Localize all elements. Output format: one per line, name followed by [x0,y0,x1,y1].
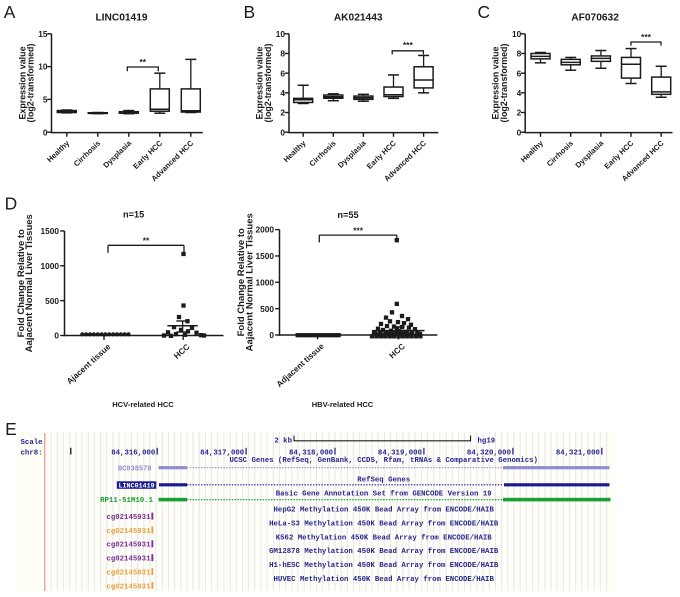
svg-text:BC038578: BC038578 [118,466,152,474]
svg-text:AK021443: AK021443 [334,13,383,24]
svg-text:6: 6 [280,68,285,78]
svg-text:1500: 1500 [256,251,275,261]
svg-text:cg02145931: cg02145931 [106,556,151,564]
svg-text:cg02145931: cg02145931 [106,542,151,550]
svg-text:chr8:: chr8: [21,449,43,457]
svg-text:E: E [5,419,17,439]
svg-text:HBV-related HCC: HBV-related HCC [312,400,374,409]
svg-text:***: *** [641,32,652,42]
svg-text:0: 0 [280,127,285,137]
svg-text:RP11-51M10.1: RP11-51M10.1 [100,497,153,505]
svg-text:cg02145931: cg02145931 [106,528,151,536]
svg-text:0: 0 [54,331,59,341]
svg-text:15: 15 [38,29,48,39]
svg-text:8: 8 [517,49,522,59]
svg-text:GM12878 Methylation 450K Bead: GM12878 Methylation 450K Bead Array from… [269,548,499,556]
svg-text:AF070632: AF070632 [571,13,619,24]
svg-text:LINC01419: LINC01419 [95,13,147,24]
svg-text:84,319,000: 84,319,000 [378,449,422,457]
svg-text:RefSeq Genes: RefSeq Genes [357,477,410,485]
svg-text:HeLa-S3 Methylation 450K Bead: HeLa-S3 Methylation 450K Bead Array from… [269,520,499,528]
svg-text:4: 4 [280,88,285,98]
svg-text:500: 500 [260,304,274,314]
svg-text:Expression value: Expression value [491,46,501,119]
svg-text:C: C [478,2,491,22]
svg-text:**: ** [139,57,146,67]
svg-text:Expression value: Expression value [255,46,265,119]
svg-text:84,316,000: 84,316,000 [111,449,155,457]
svg-text:**: ** [143,236,150,246]
svg-text:K562 Methylation 450K Bead Arr: K562 Methylation 450K Bead Array from EN… [276,534,493,542]
svg-text:Aajacent Normal Liver Tissues: Aajacent Normal Liver Tissues [24,214,35,352]
svg-text:***: *** [403,40,414,50]
svg-text:10: 10 [38,62,48,72]
svg-text:Scale: Scale [21,439,44,447]
svg-text:84,318,000: 84,318,000 [289,449,333,457]
svg-text:500: 500 [45,296,59,306]
svg-text:n=55: n=55 [337,210,358,220]
svg-text:0: 0 [43,127,48,137]
svg-text:***: *** [353,225,364,235]
svg-text:Fold Change Relative to: Fold Change Relative to [16,229,27,337]
svg-text:HUVEC Methylation 450K Bead Ar: HUVEC Methylation 450K Bead Array from E… [274,576,495,584]
svg-text:H1-hESC Methylation 450K Bead: H1-hESC Methylation 450K Bead Array from… [269,562,499,570]
svg-text:Expression value: Expression value [18,46,28,119]
svg-text:84,317,000: 84,317,000 [200,449,244,457]
svg-text:Fold Change Relative to: Fold Change Relative to [236,228,247,336]
svg-text:2: 2 [517,108,522,118]
svg-text:Basic Gene Annotation Set from: Basic Gene Annotation Set from GENCODE V… [276,491,492,499]
svg-text:8: 8 [280,49,285,59]
svg-text:(log2-transformed): (log2-transformed) [263,44,273,123]
svg-text:B: B [244,2,256,22]
svg-text:5: 5 [43,95,48,105]
svg-text:(log2-transformed): (log2-transformed) [499,44,509,123]
svg-text:1000: 1000 [41,261,60,271]
svg-text:cg02145931: cg02145931 [106,583,151,591]
svg-text:84,321,000: 84,321,000 [556,449,600,457]
svg-text:6: 6 [517,68,522,78]
svg-text:(log2-transformed): (log2-transformed) [26,44,36,123]
svg-text:0: 0 [269,330,274,340]
svg-text:84,320,000: 84,320,000 [467,449,511,457]
svg-text:4: 4 [517,88,522,98]
svg-text:10: 10 [512,29,522,39]
svg-text:1000: 1000 [256,277,275,287]
svg-text:Aajacent Normal Liver Tissues: Aajacent Normal Liver Tissues [244,213,255,351]
svg-text:10: 10 [276,29,286,39]
svg-text:UCSC Genes (RefSeq, GenBank, C: UCSC Genes (RefSeq, GenBank, CCDS, Rfam,… [229,457,538,465]
svg-text:2 kb: 2 kb [274,437,292,445]
svg-text:n=15: n=15 [123,210,144,220]
svg-text:HepG2 Methylation 450K Bead Ar: HepG2 Methylation 450K Bead Array from E… [274,507,495,515]
svg-text:hg19: hg19 [478,437,496,445]
svg-text:1500: 1500 [41,226,60,236]
svg-text:D: D [5,194,18,214]
svg-text:0: 0 [517,127,522,137]
svg-text:cg02145931: cg02145931 [106,569,151,577]
svg-text:LINC01419: LINC01419 [119,483,155,491]
svg-text:cg02145931: cg02145931 [106,514,151,522]
svg-text:A: A [4,2,16,22]
svg-text:HCV-related HCC: HCV-related HCC [112,400,174,409]
svg-text:2000: 2000 [256,225,275,235]
svg-text:2: 2 [280,108,285,118]
